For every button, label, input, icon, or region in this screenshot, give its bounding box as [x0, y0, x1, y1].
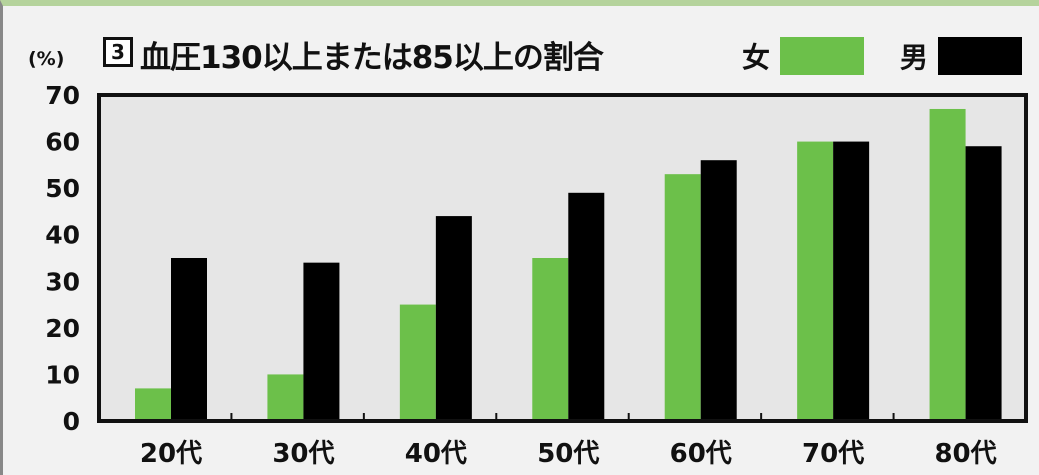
x-tick-label: 50代	[537, 439, 599, 469]
y-tick-label: 30	[45, 267, 80, 296]
figure-number-badge: 3	[103, 37, 133, 67]
bar-female	[399, 304, 436, 419]
y-tick-label: 20	[45, 314, 80, 343]
bar-female	[135, 388, 171, 419]
bar-female	[664, 174, 701, 419]
y-axis-unit-label: (%)	[28, 48, 65, 70]
x-tick-label: 30代	[272, 439, 334, 469]
x-tick-label: 70代	[802, 439, 864, 469]
legend-label-male: 男	[900, 41, 929, 74]
y-tick-label: 0	[63, 407, 80, 436]
bar-male	[833, 141, 870, 420]
legend-swatch-female	[780, 37, 865, 75]
x-tick-label: 20代	[140, 439, 202, 469]
bars	[135, 108, 1002, 420]
legend-item-female: 女	[742, 36, 865, 76]
bar-female	[797, 141, 834, 420]
y-tick-label: 70	[45, 81, 80, 110]
x-tick-label: 80代	[934, 439, 996, 469]
bar-male	[171, 258, 207, 419]
y-tick-label: 10	[45, 360, 80, 389]
y-axis: 0 10 20 30 40 50 60 70	[45, 81, 80, 436]
x-axis: 20代 30代 40代 50代 60代 70代 80代	[140, 413, 997, 469]
y-tick-label: 60	[45, 128, 80, 157]
bar-male	[303, 262, 340, 419]
legend-item-male: 男	[900, 36, 1023, 76]
bar-female	[929, 108, 966, 419]
bar-male	[435, 216, 472, 419]
y-tick-label: 50	[45, 174, 80, 203]
bar-male	[700, 160, 737, 419]
bar-female	[267, 374, 304, 419]
y-tick-label: 40	[45, 221, 80, 250]
bar-male	[568, 192, 605, 419]
bar-male	[965, 146, 1002, 419]
bar-female	[532, 258, 569, 419]
x-tick-label: 40代	[405, 439, 467, 469]
legend-swatch-male	[938, 37, 1023, 75]
legend-label-female: 女	[742, 41, 771, 74]
chart-title: 血圧130以上または85以上の割合	[140, 40, 604, 76]
x-tick-label: 60代	[670, 439, 732, 469]
